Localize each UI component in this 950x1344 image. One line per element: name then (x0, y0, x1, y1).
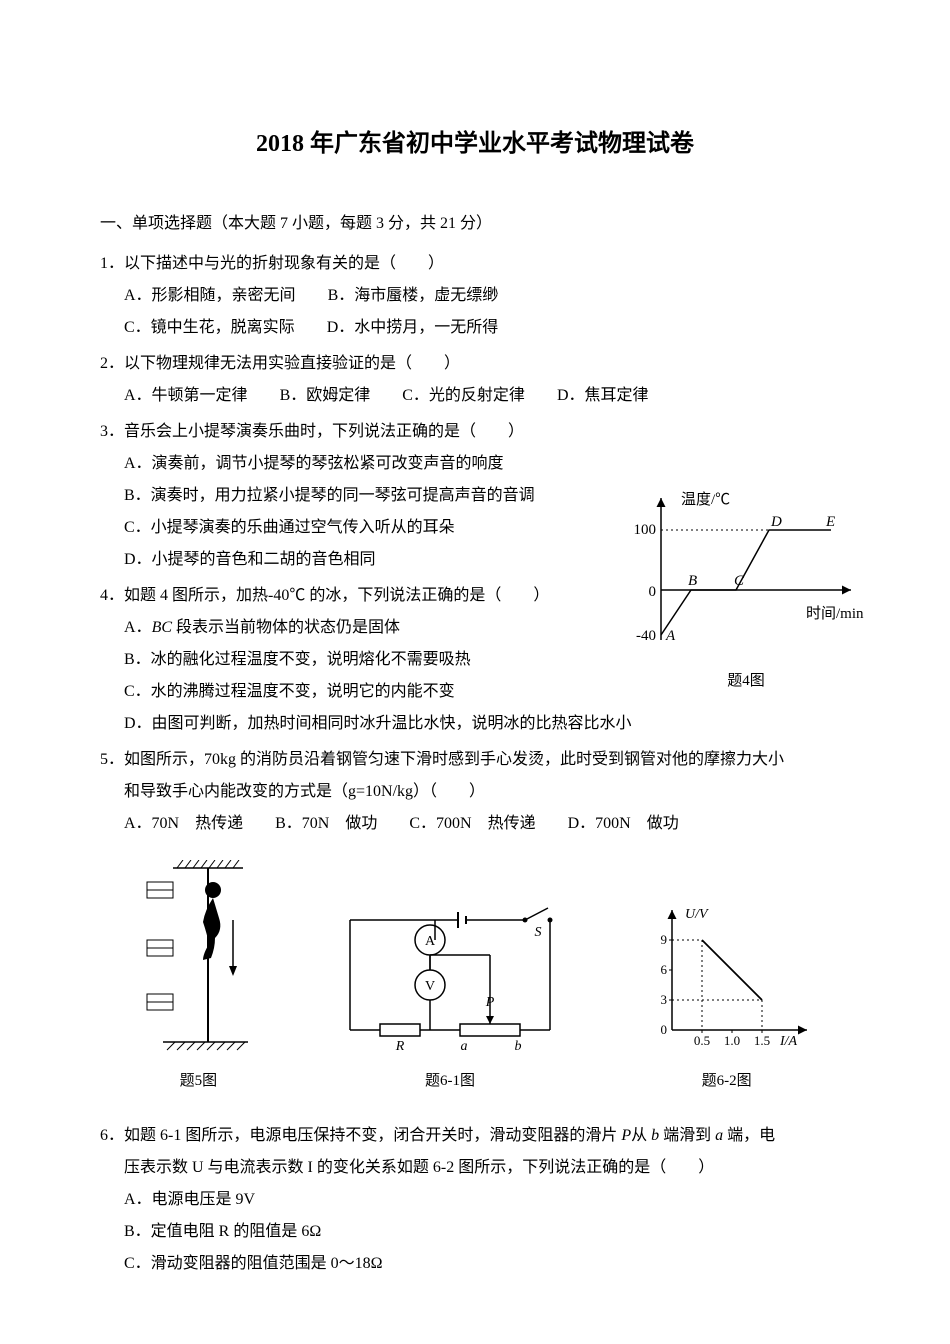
rheostat-a-label: a (460, 1039, 467, 1054)
q4-a-italic: BC (152, 619, 172, 636)
q62-x10: 1.0 (724, 1033, 740, 1048)
exam-title: 2018 年广东省初中学业水平考试物理试卷 (100, 120, 850, 168)
q4-a-pre: A． (124, 619, 152, 636)
q4-ytick-100: 100 (634, 522, 657, 538)
q4-ytick-neg40: -40 (636, 628, 656, 644)
q6-stem-mid1: 从 (631, 1127, 651, 1144)
q1-option-d: D．水中捞月，一无所得 (327, 312, 499, 344)
figure-5: 题5图 (133, 860, 263, 1096)
q6-stem-a: a (715, 1127, 723, 1144)
q4-option-d: D．由图可判断，加热时间相同时冰升温比水快，说明冰的比热容比水小 (100, 708, 850, 740)
q5-option-c: C．700N 热传递 (409, 808, 535, 840)
q62-ylabel: U/V (685, 907, 709, 922)
switch-label: S (534, 925, 541, 940)
q1-option-b: B．海市蜃楼，虚无缥缈 (328, 280, 499, 312)
q62-y9: 9 (660, 932, 667, 947)
q6-stem-pre: 6．如题 6-1 图所示，电源电压保持不变，闭合开关时，滑动变阻器的滑片 (100, 1127, 621, 1144)
figure-6-1: A S (330, 900, 570, 1096)
q2-option-d: D．焦耳定律 (557, 380, 649, 412)
fig61-caption: 题6-1图 (425, 1066, 475, 1096)
q62-y6: 6 (660, 962, 667, 977)
q2-option-c: C．光的反射定律 (402, 380, 525, 412)
q6-stem: 6．如题 6-1 图所示，电源电压保持不变，闭合开关时，滑动变阻器的滑片 P从 … (100, 1120, 850, 1152)
content: 一、单项选择题（本大题 7 小题，每题 3 分，共 21 分） 1．以下描述中与… (100, 208, 850, 1280)
rheostat-b-label: b (514, 1039, 521, 1054)
q5-option-d: D．700N 做功 (568, 808, 679, 840)
q1-stem: 1．以下描述中与光的折射现象有关的是（ ） (100, 248, 850, 280)
q4-ytick-0: 0 (649, 584, 657, 600)
q6-option-a: A．电源电压是 9V (100, 1184, 850, 1216)
question-6: 6．如题 6-1 图所示，电源电压保持不变，闭合开关时，滑动变阻器的滑片 P从 … (100, 1120, 850, 1280)
q5-stem: 5．如图所示，70kg 的消防员沿着钢管匀速下滑时感到手心发烫，此时受到钢管对他… (100, 744, 850, 776)
q62-xlabel: I/A (779, 1034, 798, 1049)
section-header: 一、单项选择题（本大题 7 小题，每题 3 分，共 21 分） (100, 208, 850, 240)
q6-stem-p: P (621, 1127, 631, 1144)
q62-y0: 0 (660, 1022, 667, 1037)
q6-option-c: C．滑动变阻器的阻值范围是 0～18Ω (100, 1248, 850, 1280)
q4-stem-post: 的冰，下列说法正确的是（ ） (305, 587, 549, 604)
q4-point-d: D (770, 514, 782, 530)
q5-stem2: 和导致手心内能改变的方式是（g=10N/kg）（ ） (100, 776, 850, 808)
q3-option-a: A．演奏前，调节小提琴的琴弦松紧可改变声音的响度 (100, 448, 850, 480)
q62-x05: 0.5 (694, 1033, 710, 1048)
q1-option-a: A．形影相随，亲密无间 (124, 280, 296, 312)
q2-option-b: B．欧姆定律 (280, 380, 371, 412)
q6-stem2: 压表示数 U 与电流表示数 I 的变化关系如题 6-2 图所示，下列说法正确的是… (100, 1152, 850, 1184)
q4-xlabel: 时间/min (806, 605, 864, 622)
question-5: 5．如图所示，70kg 的消防员沿着钢管匀速下滑时感到手心发烫，此时受到钢管对他… (100, 744, 850, 840)
q4-point-e: E (825, 514, 835, 530)
fig5-caption: 题5图 (180, 1066, 218, 1096)
q5-option-a: A．70N 热传递 (124, 808, 243, 840)
q6-option-b: B．定值电阻 R 的阻值是 6Ω (100, 1216, 850, 1248)
q3-stem: 3．音乐会上小提琴演奏乐曲时，下列说法正确的是（ ） (100, 416, 850, 448)
q4-stem-unit: ℃ (289, 587, 305, 604)
figures-row: 题5图 A (100, 860, 850, 1096)
q1-option-c: C．镜中生花，脱离实际 (124, 312, 295, 344)
q2-option-a: A．牛顿第一定律 (124, 380, 248, 412)
q2-stem: 2．以下物理规律无法用实验直接验证的是（ ） (100, 348, 850, 380)
q4-stem-pre: 4．如题 4 图所示，加热-40 (100, 587, 289, 604)
slider-p-label: P (485, 995, 495, 1010)
voltmeter-label: V (425, 979, 435, 994)
q4-a-post: 段表示当前物体的状态仍是固体 (172, 619, 400, 636)
question-2: 2．以下物理规律无法用实验直接验证的是（ ） A．牛顿第一定律 B．欧姆定律 C… (100, 348, 850, 412)
q4-point-a: A (665, 628, 676, 644)
q5-option-b: B．70N 做功 (275, 808, 377, 840)
q4-point-b: B (688, 573, 697, 589)
q6-stem-b: b (651, 1127, 659, 1144)
figure-6-2: 0 3 6 9 0.5 1.0 1.5 (637, 900, 817, 1096)
resistor-label: R (395, 1039, 405, 1054)
question-1: 1．以下描述中与光的折射现象有关的是（ ） A．形影相随，亲密无间 B．海市蜃楼… (100, 248, 850, 344)
q6-stem-post: 端，电 (723, 1127, 775, 1144)
q4-point-c: C (734, 573, 745, 589)
q4-chart: 100 0 -40 A B C D E 温度/℃ 时间/min 题4图 (616, 490, 876, 680)
q62-y3: 3 (660, 992, 667, 1007)
q62-x15: 1.5 (754, 1033, 770, 1048)
q6-stem-mid2: 端滑到 (659, 1127, 715, 1144)
q4-caption: 题4图 (616, 666, 876, 696)
q4-ylabel: 温度/℃ (681, 491, 730, 508)
fig62-caption: 题6-2图 (702, 1066, 752, 1096)
